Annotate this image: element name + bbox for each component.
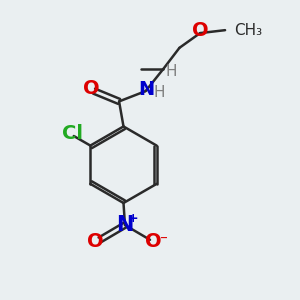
Text: H: H (153, 85, 165, 100)
Text: O: O (87, 232, 104, 251)
Text: CH₃: CH₃ (234, 23, 262, 38)
Text: H: H (166, 64, 177, 80)
Text: +: + (128, 212, 139, 225)
Text: N: N (138, 80, 154, 99)
Text: O: O (83, 79, 99, 98)
Text: ⁻: ⁻ (160, 234, 168, 249)
Text: O: O (192, 21, 209, 40)
Text: Cl: Cl (62, 124, 83, 143)
Text: N: N (116, 215, 134, 235)
Text: O: O (145, 232, 162, 251)
